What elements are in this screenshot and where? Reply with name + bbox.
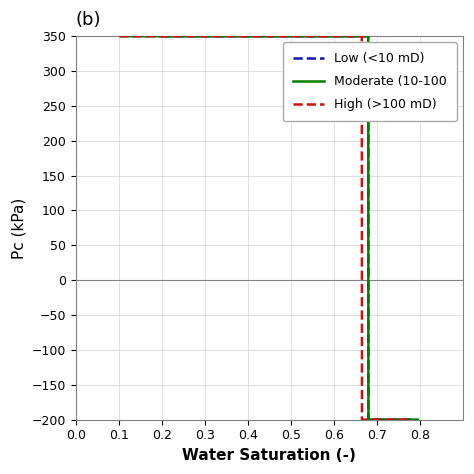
Text: (b): (b) (76, 11, 101, 29)
Legend: Low (<10 mD), Moderate (10-100, High (>100 mD): Low (<10 mD), Moderate (10-100, High (>1… (283, 43, 456, 121)
X-axis label: Water Saturation (-): Water Saturation (-) (182, 448, 356, 463)
Y-axis label: Pc (kPa): Pc (kPa) (11, 197, 26, 258)
